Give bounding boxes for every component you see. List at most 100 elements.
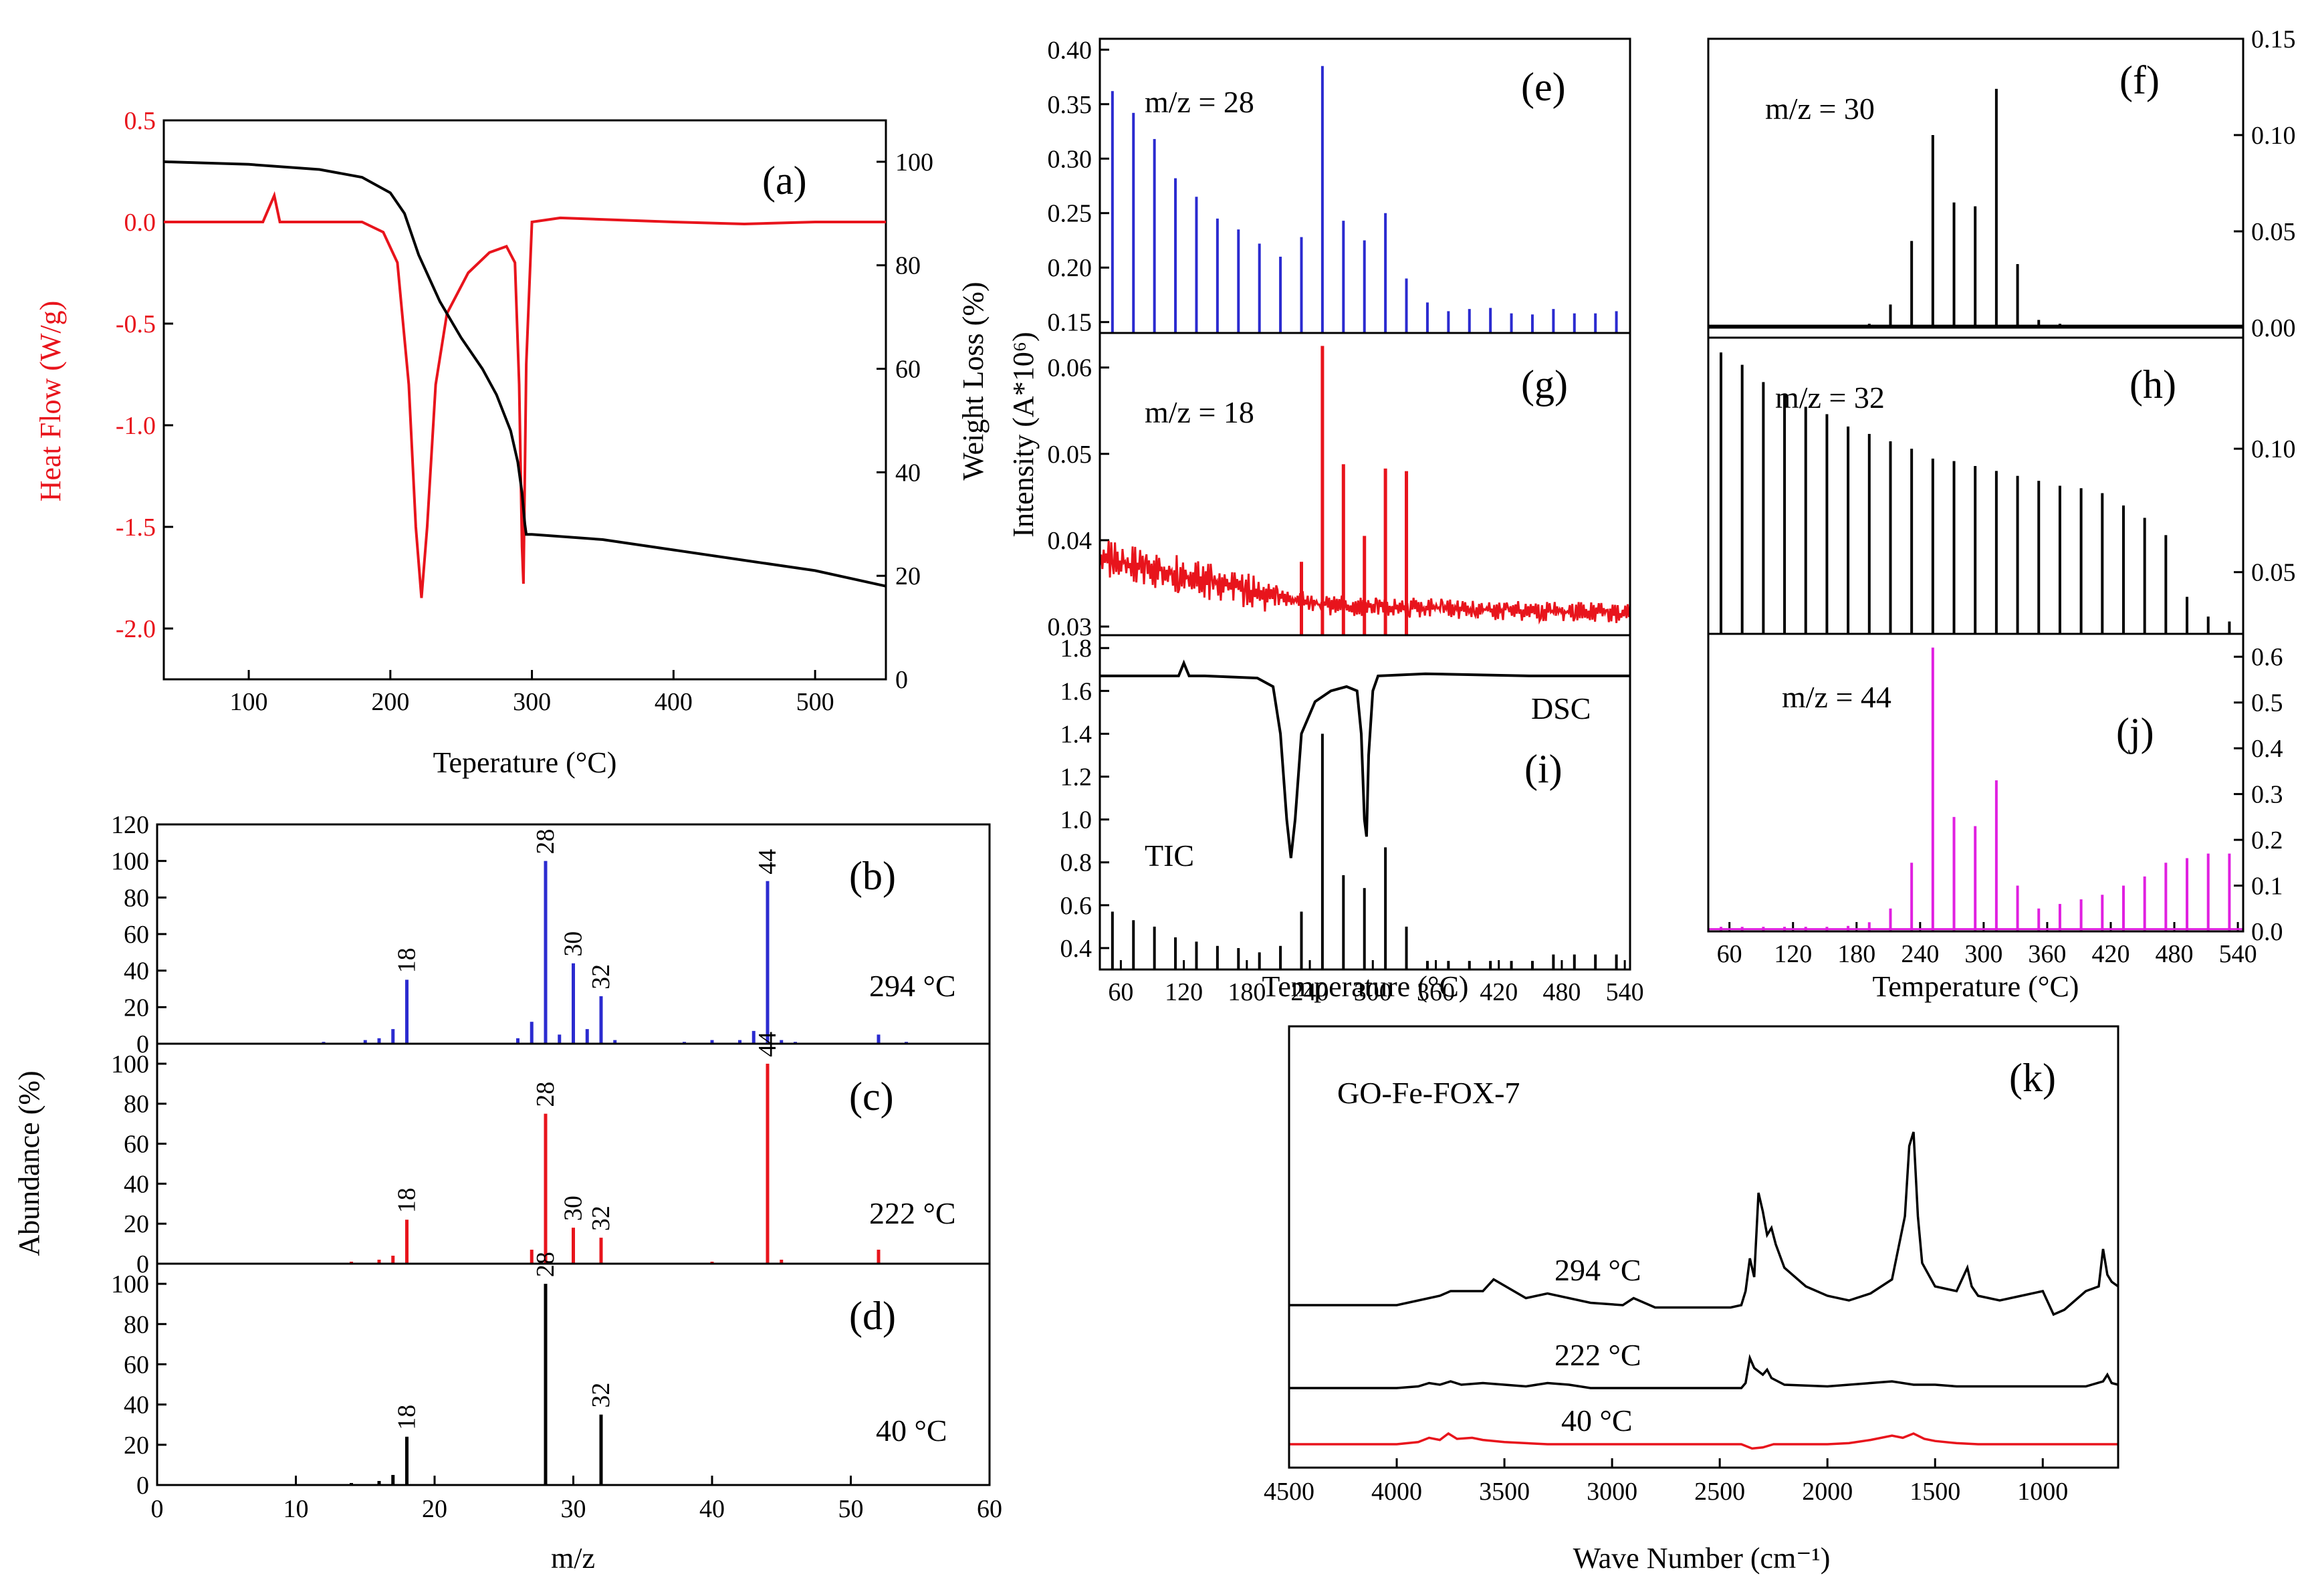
y-tick-label-j: 0.1 xyxy=(2251,873,2283,901)
y-tick-label-i: 1.4 xyxy=(1060,720,1092,748)
y-tick-label-j: 0.5 xyxy=(2251,689,2283,717)
bar-i xyxy=(1174,937,1177,970)
bar-h xyxy=(2121,505,2125,634)
panel-i-label: (i) xyxy=(1524,747,1563,791)
panel-e-mz: m/z = 28 xyxy=(1145,85,1254,119)
bar-e xyxy=(1425,302,1429,333)
y-tick-label-b: 100 xyxy=(111,848,149,876)
peak-label-b: 32 xyxy=(587,964,615,990)
x-tick-label-i: 540 xyxy=(1606,978,1644,1006)
x-tick-label-k: 3500 xyxy=(1479,1478,1530,1506)
panel-bcd-frame xyxy=(156,823,991,1486)
y-tick-label-c: 60 xyxy=(124,1131,149,1159)
panel-a-label: (a) xyxy=(762,158,807,203)
axis-title-abundance: Abundance (%) xyxy=(13,1070,45,1256)
bar-d xyxy=(391,1474,395,1485)
bar-j xyxy=(2016,885,2019,931)
x-tick-label-k: 3000 xyxy=(1587,1478,1637,1506)
panel-h-plot: 0.05 0.10 xyxy=(1720,352,2296,634)
panel-a: 0.5 0.0 -0.5 -1.0 -1.5 -2.0 0 20 40 60 80 100 100 200… xyxy=(34,107,990,779)
bar-j xyxy=(2121,885,2125,931)
bar-h xyxy=(1952,461,1956,634)
bar-d xyxy=(544,1284,548,1485)
x-tick-label-k: 4500 xyxy=(1264,1478,1314,1506)
dsc-line xyxy=(1100,659,1630,859)
y-tick-label-a: -0.5 xyxy=(116,310,156,338)
panel-egi-frame xyxy=(1099,37,1631,971)
y-tick-label-a: -2.0 xyxy=(116,615,156,643)
bar-i xyxy=(1216,945,1219,970)
bar-b xyxy=(516,1038,520,1044)
bar-c xyxy=(780,1260,784,1264)
bar-h xyxy=(2101,493,2104,634)
panel-h-mz: m/z = 32 xyxy=(1775,380,1885,415)
bar-b xyxy=(780,1040,784,1044)
y-tick-label-d: 20 xyxy=(124,1432,149,1460)
y-tick-label-c: 100 xyxy=(111,1050,149,1078)
panel-k-label-294: 294 °C xyxy=(1554,1253,1641,1287)
peak-label-d: 18 xyxy=(393,1405,421,1430)
bar-h xyxy=(1847,426,1850,634)
y-tick-label-c: 80 xyxy=(124,1091,149,1119)
y2-tick-label-a: 100 xyxy=(895,148,933,177)
panel-fhj: 0.000.050.100.15 0.050.10 0.00.10.20.30.… xyxy=(1707,25,2296,1003)
bar-i xyxy=(1594,954,1597,970)
bar-e xyxy=(1174,178,1177,333)
panel-j-mz: m/z = 44 xyxy=(1782,680,1891,714)
bar-i xyxy=(1363,888,1366,970)
x-tick-label-i: 240 xyxy=(1291,978,1329,1006)
y-tick-label-a: -1.5 xyxy=(116,514,156,542)
bar-i xyxy=(1111,911,1114,970)
y-tick-label-g: 0.05 xyxy=(1048,441,1092,469)
peak-label-c: 32 xyxy=(587,1206,615,1231)
bar-i xyxy=(1342,875,1345,970)
x-tick-label-k: 2500 xyxy=(1694,1478,1745,1506)
x-tick-label-j: 420 xyxy=(2091,940,2129,968)
y-tick-label-i: 1.6 xyxy=(1060,677,1092,705)
bar-g xyxy=(1405,471,1409,635)
bar-e xyxy=(1320,66,1324,334)
y-tick-label-f: 0.15 xyxy=(2251,25,2296,53)
bar-c xyxy=(530,1250,534,1264)
y-tick-label-b: 60 xyxy=(124,921,149,949)
peak-label-b: 30 xyxy=(560,931,588,957)
bar-e xyxy=(1530,314,1534,333)
y-tick-label-b: 80 xyxy=(124,884,149,912)
bar-j xyxy=(1952,816,1956,931)
bar-f xyxy=(1994,88,1998,328)
bar-h xyxy=(2079,488,2083,634)
panel-e-label: (e) xyxy=(1521,65,1566,109)
bar-i xyxy=(1258,952,1261,970)
x-tick-label-d: 20 xyxy=(422,1495,447,1523)
bar-h xyxy=(2228,621,2231,634)
bar-j xyxy=(2143,876,2146,931)
x-tick-label-d: 30 xyxy=(561,1495,586,1523)
bar-g xyxy=(1341,464,1345,635)
panel-f-mz: m/z = 30 xyxy=(1765,92,1875,126)
ir-spectrum-222 xyxy=(1289,1353,2119,1389)
bar-f xyxy=(2037,320,2041,328)
bar-b xyxy=(710,1040,714,1044)
bar-e xyxy=(1510,313,1513,333)
axis-title-wave-number: Wave Number (cm⁻¹) xyxy=(1573,1542,1831,1575)
y-tick-label-d: 80 xyxy=(124,1310,149,1339)
bar-b xyxy=(391,1029,395,1044)
bar-f xyxy=(1952,202,1956,328)
panel-g-plot: 0.03 0.04 0.05 0.06 xyxy=(1048,346,1630,641)
y-tick-label-a: 0.0 xyxy=(124,209,156,237)
y-tick-label-g: 0.04 xyxy=(1048,527,1092,555)
bar-d xyxy=(377,1480,381,1485)
bar-e xyxy=(1153,138,1156,334)
y-tick-label-j: 0.0 xyxy=(2251,918,2283,946)
bar-i xyxy=(1530,961,1534,970)
bar-j xyxy=(2206,853,2210,931)
x-tick-label-i: 300 xyxy=(1354,978,1392,1006)
bar-h xyxy=(2143,518,2146,634)
x-tick-label-j: 540 xyxy=(2219,940,2257,968)
bar-c xyxy=(391,1256,395,1264)
bar-h xyxy=(1762,382,1765,634)
panel-a-frame xyxy=(162,119,887,681)
y-tick-label-d: 0 xyxy=(136,1472,149,1500)
x-tick-label-j: 60 xyxy=(1717,940,1742,968)
